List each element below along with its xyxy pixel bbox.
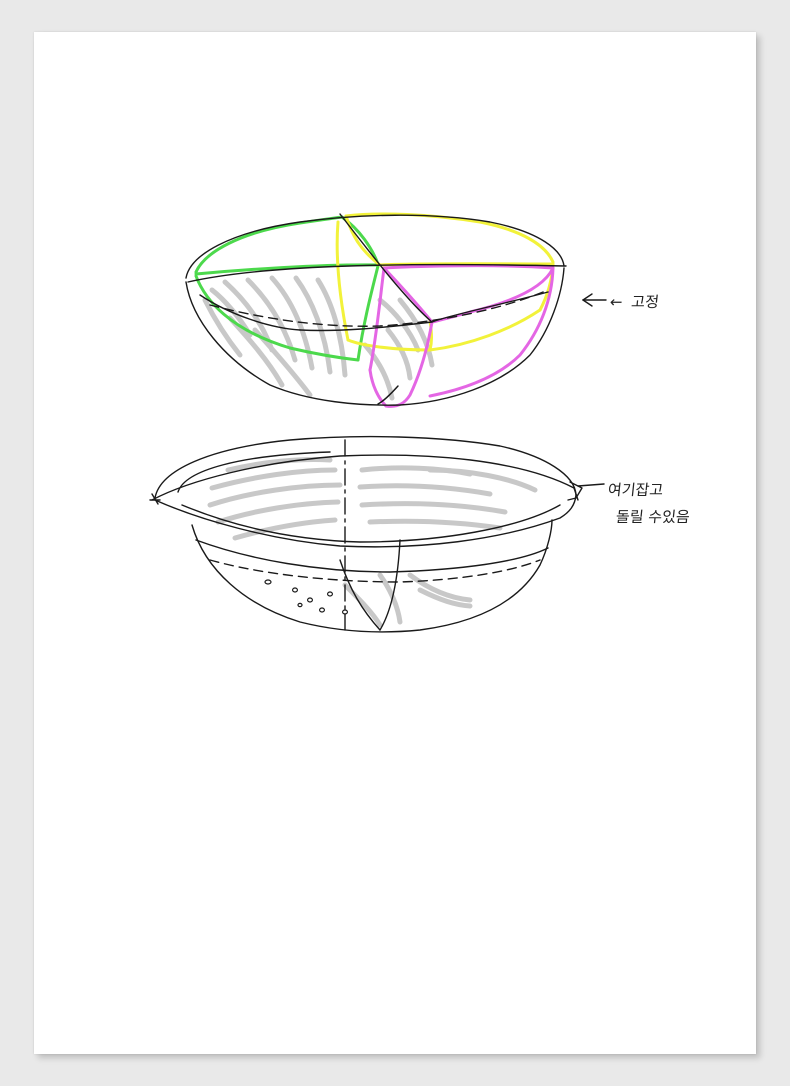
fixed-note-text: 고정 bbox=[630, 293, 660, 311]
left-arrow-icon: ← bbox=[609, 293, 624, 311]
fix-arrow bbox=[582, 293, 607, 307]
sketch-page bbox=[34, 32, 756, 1054]
top-bowl-outline bbox=[185, 213, 567, 406]
bottom-bowl-shading bbox=[207, 456, 538, 628]
top-bowl-shading bbox=[202, 275, 435, 401]
handle-note-line-2: 돌릴 수있음 bbox=[615, 508, 691, 526]
top-bowl-yellow-segment bbox=[335, 212, 555, 352]
handle-note-line-1: 여기잡고 bbox=[607, 481, 665, 499]
fixed-note: ← 고정 bbox=[609, 291, 660, 312]
top-bowl-magenta-segment bbox=[368, 264, 555, 408]
bottom-bowl-outline bbox=[149, 435, 605, 633]
strainer-holes bbox=[264, 579, 349, 615]
top-bowl bbox=[185, 212, 607, 408]
bottom-bowl bbox=[149, 435, 605, 633]
